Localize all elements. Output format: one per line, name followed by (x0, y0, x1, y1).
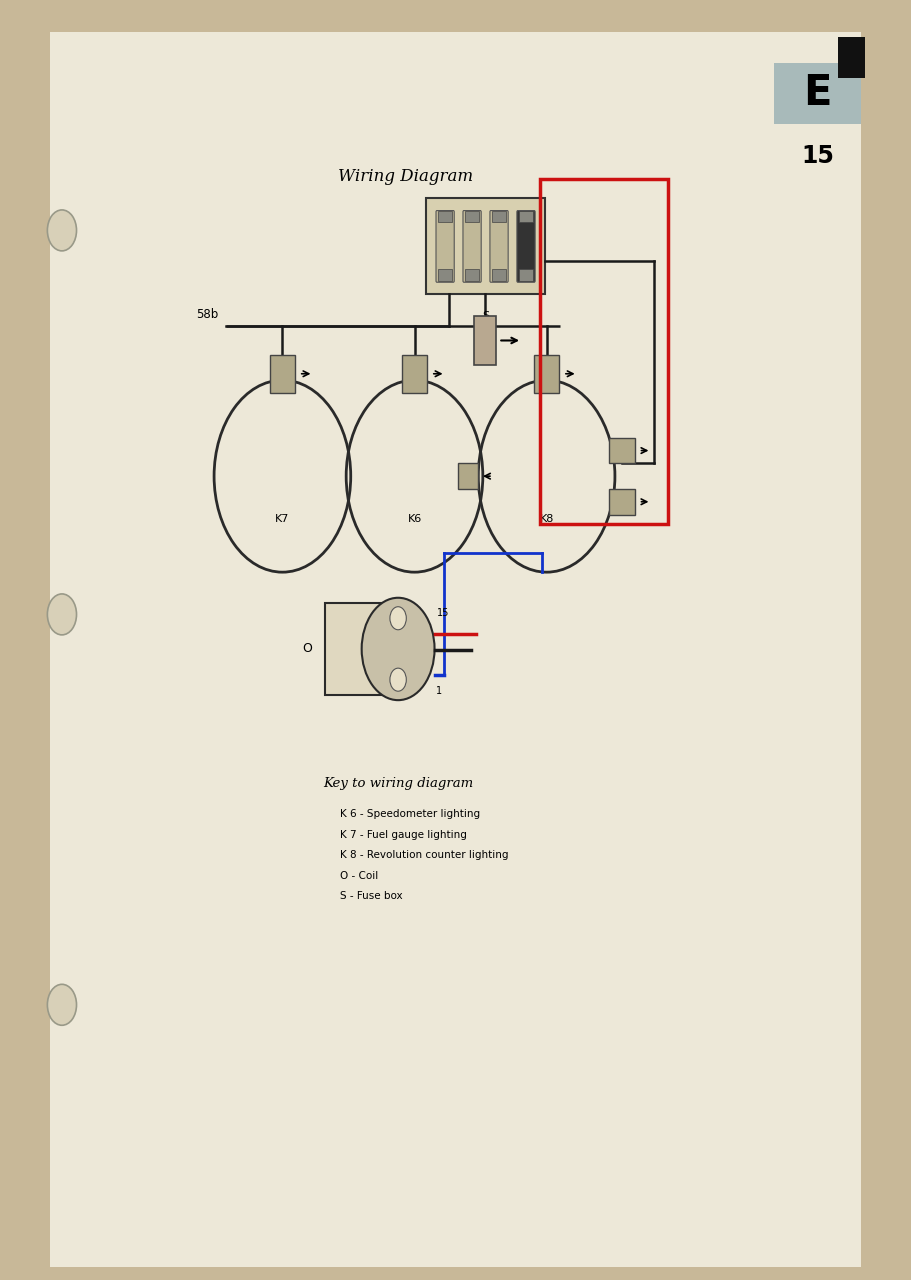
Text: Wiring Diagram: Wiring Diagram (338, 168, 473, 186)
Text: K8: K8 (539, 515, 554, 525)
Bar (534, 355, 559, 393)
Circle shape (362, 598, 435, 700)
Circle shape (390, 607, 406, 630)
Circle shape (47, 210, 77, 251)
Bar (838, 37, 865, 78)
Text: K 6 - Speedometer lighting: K 6 - Speedometer lighting (340, 809, 480, 819)
Text: K6: K6 (407, 515, 422, 525)
Text: 15: 15 (437, 608, 450, 618)
Bar (458, 463, 478, 489)
Text: K7: K7 (275, 515, 290, 525)
Bar (774, 63, 861, 124)
Text: O - Coil: O - Coil (340, 870, 378, 881)
Text: K 7 - Fuel gauge lighting: K 7 - Fuel gauge lighting (340, 829, 466, 840)
Bar (474, 316, 496, 365)
Text: O: O (302, 643, 312, 655)
Circle shape (47, 984, 77, 1025)
Text: S: S (482, 311, 489, 321)
FancyBboxPatch shape (517, 210, 535, 282)
Bar (540, 179, 668, 525)
Text: 15: 15 (801, 145, 834, 168)
Bar (518, 210, 533, 221)
FancyBboxPatch shape (463, 210, 481, 282)
Bar (402, 355, 427, 393)
Bar (438, 270, 453, 282)
Text: S - Fuse box: S - Fuse box (340, 891, 403, 901)
Circle shape (390, 668, 406, 691)
Text: K 8 - Revolution counter lighting: K 8 - Revolution counter lighting (340, 850, 508, 860)
Text: 1: 1 (436, 686, 443, 696)
Bar (270, 355, 295, 393)
Text: Key to wiring diagram: Key to wiring diagram (323, 777, 474, 790)
Bar (609, 438, 635, 463)
Bar (609, 489, 635, 515)
Bar (518, 270, 533, 282)
Text: 58b: 58b (197, 308, 219, 321)
Bar (492, 210, 507, 221)
FancyBboxPatch shape (490, 210, 508, 282)
Text: E: E (804, 73, 832, 114)
Bar (438, 210, 453, 221)
Bar (325, 603, 398, 695)
Bar (465, 210, 479, 221)
Circle shape (47, 594, 77, 635)
FancyBboxPatch shape (436, 210, 455, 282)
Bar (465, 270, 479, 282)
Bar (492, 270, 507, 282)
Bar (426, 198, 545, 294)
Bar (50, 32, 861, 1267)
